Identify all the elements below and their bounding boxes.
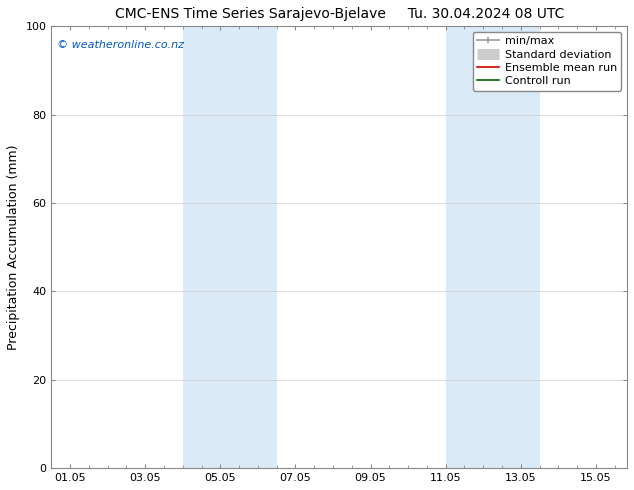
Text: © weatheronline.co.nz: © weatheronline.co.nz — [57, 40, 184, 49]
Bar — [446, 26, 540, 468]
Legend: min/max, Standard deviation, Ensemble mean run, Controll run: min/max, Standard deviation, Ensemble me… — [472, 32, 621, 91]
Y-axis label: Precipitation Accumulation (mm): Precipitation Accumulation (mm) — [7, 145, 20, 350]
Title: CMC-ENS Time Series Sarajevo-Bjelave     Tu. 30.04.2024 08 UTC: CMC-ENS Time Series Sarajevo-Bjelave Tu.… — [115, 7, 564, 21]
Bar — [183, 26, 276, 468]
